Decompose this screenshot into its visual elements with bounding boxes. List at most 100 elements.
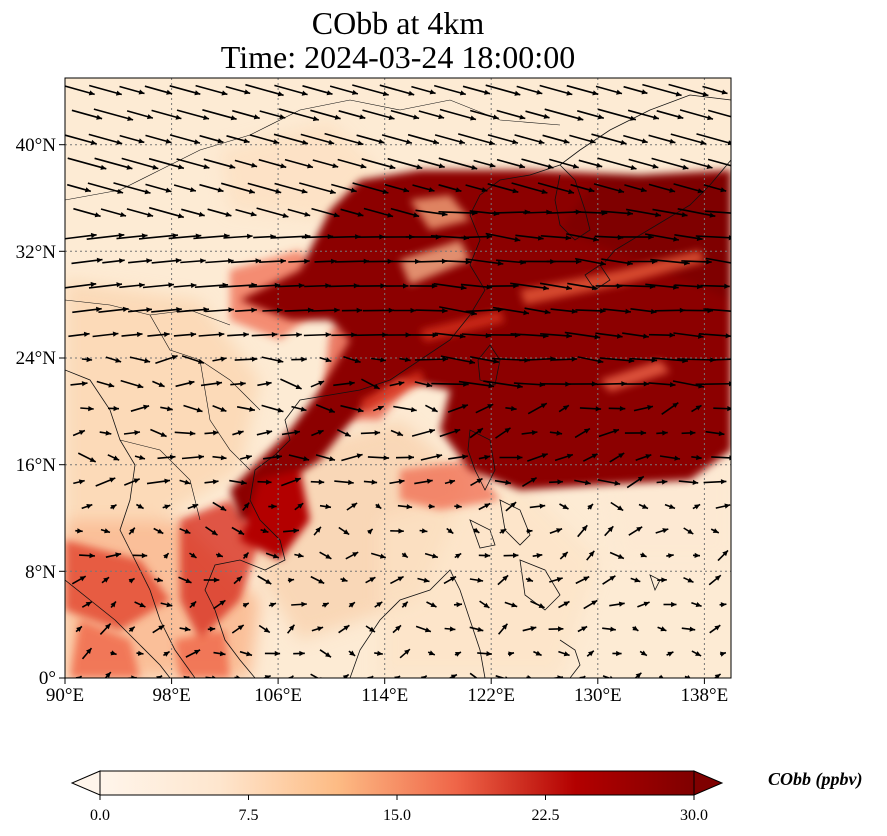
lon-tick-label: 98°E bbox=[152, 685, 190, 706]
wind-arrow bbox=[457, 133, 496, 146]
wind-arrow bbox=[315, 403, 336, 414]
wind-arrow bbox=[341, 453, 363, 462]
wind-arrow bbox=[666, 553, 674, 559]
wind-arrow bbox=[151, 109, 182, 120]
wind-arrow bbox=[280, 332, 302, 338]
wind-arrow bbox=[261, 356, 284, 364]
wind-arrow bbox=[529, 503, 546, 509]
wind-arrow bbox=[444, 479, 456, 485]
wind-arrow bbox=[310, 575, 325, 585]
wind-arrow bbox=[648, 382, 676, 388]
wind-arrow bbox=[691, 602, 702, 607]
wind-arrow bbox=[259, 258, 286, 264]
wind-arrow bbox=[628, 526, 643, 536]
wind-arrow bbox=[148, 206, 185, 219]
wind-arrow bbox=[510, 282, 549, 291]
wind-arrow bbox=[150, 428, 167, 438]
wind-arrow bbox=[87, 182, 124, 194]
wind-arrow bbox=[664, 503, 676, 510]
wind-arrow bbox=[418, 159, 445, 169]
wind-arrow bbox=[144, 85, 173, 95]
wind-arrow bbox=[268, 503, 277, 510]
wind-arrow bbox=[705, 430, 725, 437]
wind-arrow bbox=[346, 502, 358, 511]
wind-arrow bbox=[291, 356, 307, 362]
wind-arrow bbox=[128, 258, 152, 264]
wind-arrow bbox=[265, 552, 280, 559]
wind-arrow bbox=[681, 259, 712, 265]
wind-arrow bbox=[487, 183, 519, 194]
wind-arrow bbox=[174, 430, 196, 436]
wind-arrow bbox=[249, 134, 280, 145]
wind-arrow bbox=[469, 427, 484, 439]
wind-arrow bbox=[183, 404, 203, 413]
wind-arrow bbox=[622, 332, 649, 339]
wind-arrow bbox=[677, 208, 716, 218]
wind-arrow bbox=[567, 282, 598, 291]
wind-arrow bbox=[163, 552, 170, 559]
lon-tick-label: 130°E bbox=[574, 685, 622, 706]
wind-arrow bbox=[173, 184, 197, 193]
wind-arrow bbox=[426, 601, 437, 608]
wind-arrow bbox=[559, 503, 569, 510]
wind-arrow bbox=[96, 380, 115, 388]
wind-arrow bbox=[362, 109, 395, 120]
wind-arrow bbox=[372, 405, 385, 412]
wind-arrow bbox=[284, 307, 314, 313]
wind-arrow bbox=[419, 528, 428, 534]
wind-arrow bbox=[261, 404, 284, 413]
wind-arrow bbox=[713, 673, 722, 678]
wind-arrow bbox=[173, 331, 197, 338]
wind-arrow bbox=[75, 625, 83, 633]
wind-arrow bbox=[548, 626, 564, 632]
wind-arrow bbox=[145, 134, 172, 144]
wind-arrow bbox=[709, 358, 731, 361]
wind-arrow bbox=[479, 600, 490, 609]
wind-arrow bbox=[215, 552, 224, 558]
wind-arrow bbox=[648, 183, 676, 193]
wind-arrow bbox=[251, 332, 278, 338]
wind-arrow bbox=[361, 378, 380, 390]
wind-arrow bbox=[521, 158, 554, 169]
wind-arrow bbox=[642, 83, 682, 97]
wind-arrow bbox=[160, 406, 173, 412]
wind-arrow bbox=[71, 109, 103, 120]
tick-marks bbox=[59, 144, 705, 684]
wind-arrow bbox=[525, 577, 534, 582]
wind-arrow bbox=[213, 599, 226, 610]
wind-vectors bbox=[65, 83, 731, 678]
lon-tick-label: 106°E bbox=[254, 685, 302, 706]
wind-arrow bbox=[128, 527, 136, 535]
wind-arrow bbox=[582, 453, 599, 462]
wind-arrow bbox=[624, 430, 647, 436]
wind-arrow bbox=[169, 85, 201, 96]
wind-arrow bbox=[105, 356, 122, 363]
wind-arrow bbox=[473, 159, 496, 168]
wind-arrow bbox=[313, 526, 322, 536]
wind-arrow bbox=[248, 282, 281, 288]
wind-arrow bbox=[311, 207, 340, 218]
wind-arrow bbox=[311, 429, 324, 437]
wind-arrow bbox=[530, 600, 545, 609]
wind-arrow bbox=[414, 478, 433, 485]
wind-arrow bbox=[181, 675, 190, 678]
wind-arrow bbox=[674, 234, 703, 241]
wind-arrow bbox=[280, 378, 302, 390]
wind-arrow bbox=[503, 552, 519, 559]
wind-arrow bbox=[627, 109, 660, 120]
wind-arrow bbox=[586, 650, 595, 657]
wind-arrow bbox=[550, 308, 578, 314]
wind-arrow bbox=[527, 402, 548, 415]
wind-arrow bbox=[681, 626, 696, 632]
wind-arrow bbox=[587, 503, 594, 510]
wind-arrow bbox=[99, 430, 112, 436]
wind-arrow bbox=[521, 477, 538, 487]
wind-arrow bbox=[558, 600, 570, 609]
wind-arrow bbox=[549, 527, 563, 535]
wind-arrow bbox=[365, 576, 376, 584]
wind-arrow bbox=[370, 552, 387, 559]
wind-arrow bbox=[399, 357, 411, 363]
wind-arrow bbox=[245, 83, 284, 97]
wind-arrow bbox=[287, 675, 294, 678]
wind-arrow bbox=[352, 182, 389, 194]
